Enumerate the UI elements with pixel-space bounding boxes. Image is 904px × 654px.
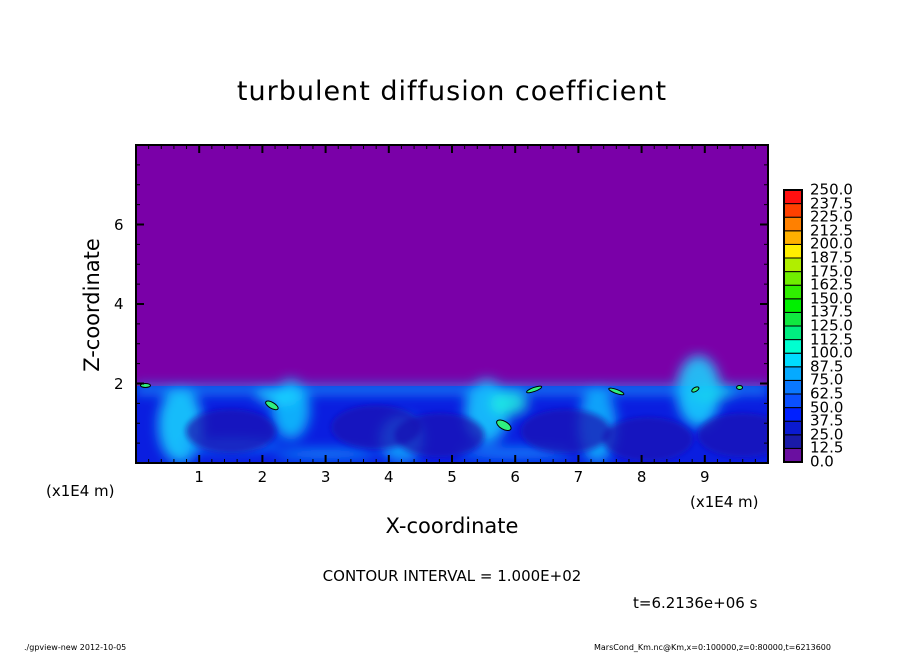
contour-line [691,386,700,393]
x-tick-label: 7 [573,468,584,486]
colorbar-box [783,230,803,245]
colorbar-box [783,284,803,300]
colorbar-box [783,352,803,368]
colorbar-label: 75.0 [810,370,844,389]
colorbar-box [783,379,803,395]
field-plume [275,449,377,460]
field-plume [489,391,528,416]
colorbar-label: 225.0 [810,207,853,226]
colorbar-label: 25.0 [810,425,844,444]
colorbar-label: 62.5 [810,384,844,403]
x-tick-label: 3 [320,468,331,486]
field-cell [697,413,768,458]
field-cell [185,409,276,454]
colorbar-box [783,243,803,259]
colorbar-label: 50.0 [810,398,844,417]
contour-line [736,384,744,390]
colorbar-box [783,393,803,409]
colorbar-label: 0.0 [810,452,834,471]
colorbar-box [783,325,803,341]
contour-line [265,400,279,411]
time-label: t=6.2136e+06 s [633,594,758,612]
colorbar-label: 137.5 [810,302,853,321]
y-tick-label: 2 [114,374,124,393]
x-axis-label: X-coordinate [385,514,519,538]
colorbar-label: 87.5 [810,357,844,376]
contour-interval: CONTOUR INTERVAL = 1.000E+02 [322,567,582,585]
colorbar-label: 100.0 [810,343,853,362]
x-tick-label: 4 [384,468,394,486]
colorbar-box [783,203,803,218]
colorbar-label: 112.5 [810,330,853,349]
contour-line [496,419,512,432]
x-tick-label: 2 [257,468,268,486]
x-tick-label: 1 [194,468,204,486]
field-cell [394,413,485,458]
x-tick-label: 8 [636,468,647,486]
y-axis-label: Z-coordinate [80,238,104,372]
colorbar-box [783,447,803,463]
colorbar-box [783,189,803,205]
colorbar-label: 212.5 [810,221,853,240]
colorbar-label: 162.5 [810,275,853,294]
colorbar-box [783,434,803,449]
colorbar-box [783,311,803,327]
colorbar-box [783,339,803,354]
colorbar-box [783,407,803,422]
colorbar-label: 12.5 [810,438,844,457]
footer-right: MarsCond_Km.nc@Km,x=0:100000,z=0:80000,t… [594,643,831,652]
y-tick-label: 4 [114,295,124,313]
x-tick-label: 5 [447,468,457,486]
x-tick-label: 9 [700,468,710,486]
footer-left: ./gpview-new 2012-10-05 [24,643,127,652]
chart-title: turbulent diffusion coefficient [236,76,668,107]
x-unit-label-left: (x1E4 m) [46,482,115,500]
colorbar-frame [783,189,803,463]
colorbar-label: 187.5 [810,248,853,267]
colorbar-label: 237.5 [810,194,853,213]
contour-line [526,385,543,394]
y-tick-label: 6 [114,215,124,234]
field-cell [602,417,693,462]
colorbar-box [783,271,803,286]
colorbar-label: 37.5 [810,411,844,430]
x-unit-label-right: (x1E4 m) [690,493,759,511]
colorbar-box [783,216,803,232]
colorbar-box [783,420,803,436]
colorbar-label: 125.0 [810,316,853,335]
colorbar-box [783,298,803,313]
contour-line [608,387,625,396]
colorbar-label: 200.0 [810,234,853,253]
colorbar-label: 175.0 [810,262,853,281]
colorbar-box [783,366,803,381]
field-cell [520,409,611,454]
x-tick-label: 6 [510,468,520,486]
colorbar-label: 150.0 [810,289,853,308]
colorbar-label: 250.0 [810,180,853,199]
field-top-layer [136,385,768,394]
colorbar-box [783,257,803,273]
